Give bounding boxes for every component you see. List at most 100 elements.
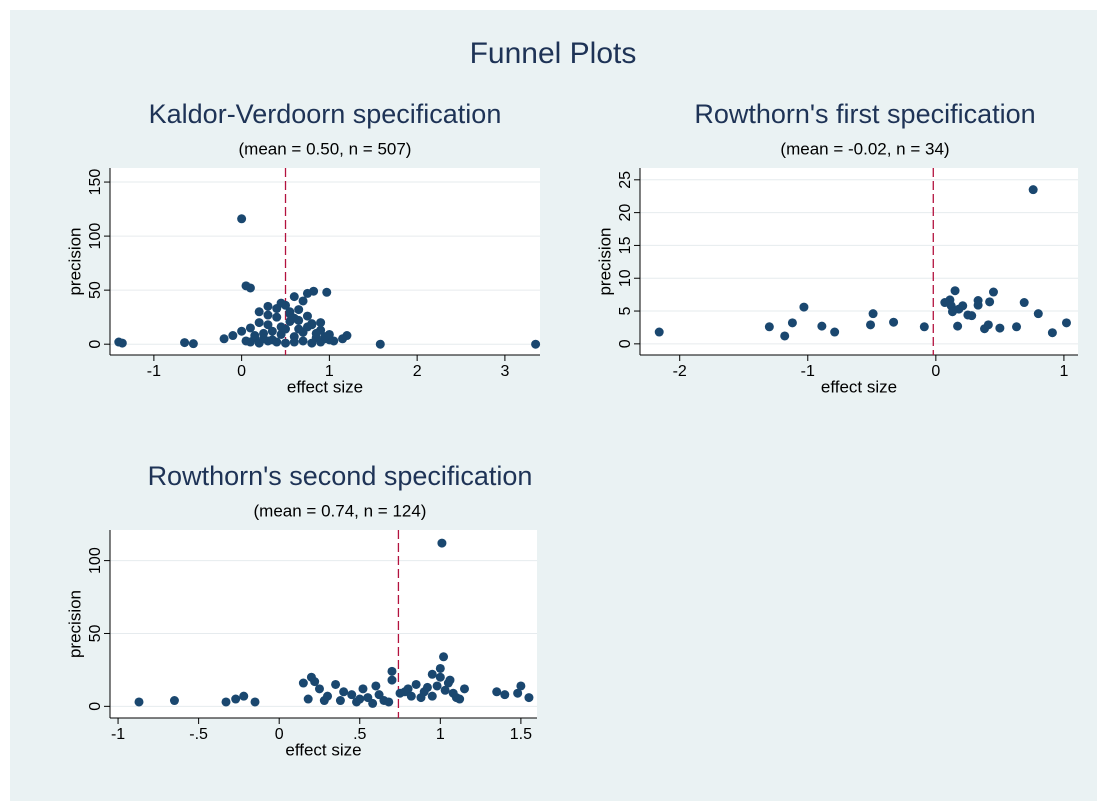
y-tick-label: 50 bbox=[87, 281, 104, 299]
point bbox=[276, 298, 286, 308]
point bbox=[371, 681, 381, 691]
point bbox=[985, 297, 995, 307]
point bbox=[1019, 298, 1029, 308]
point bbox=[411, 679, 421, 689]
point bbox=[245, 323, 255, 333]
point bbox=[272, 312, 282, 322]
point bbox=[427, 669, 437, 679]
point bbox=[169, 696, 179, 706]
x-tick-label: 1.5 bbox=[510, 726, 532, 743]
point bbox=[134, 697, 144, 707]
point bbox=[1061, 318, 1071, 328]
point bbox=[245, 337, 255, 347]
point bbox=[298, 678, 308, 688]
point bbox=[294, 305, 304, 315]
point bbox=[500, 690, 510, 700]
point bbox=[237, 214, 247, 224]
point bbox=[422, 682, 432, 692]
point bbox=[524, 693, 534, 703]
x-tick-label: 0 bbox=[237, 363, 246, 380]
point bbox=[319, 696, 329, 706]
point bbox=[309, 286, 319, 296]
point bbox=[973, 300, 983, 310]
y-tick-label: 150 bbox=[87, 169, 104, 196]
y-tick-label: 0 bbox=[87, 340, 104, 349]
point bbox=[374, 690, 384, 700]
point bbox=[298, 296, 308, 306]
point bbox=[889, 317, 899, 327]
y-tick-label: 20 bbox=[617, 204, 634, 222]
point bbox=[237, 326, 247, 336]
point bbox=[289, 292, 299, 302]
point bbox=[320, 332, 330, 342]
point bbox=[307, 320, 317, 330]
point bbox=[950, 286, 960, 296]
point bbox=[180, 338, 190, 348]
point bbox=[387, 666, 397, 676]
point bbox=[1033, 309, 1043, 319]
point bbox=[406, 691, 416, 701]
y-tick-label: 15 bbox=[617, 236, 634, 254]
point bbox=[298, 336, 308, 346]
y-tick-label: 0 bbox=[617, 339, 634, 348]
point bbox=[799, 302, 809, 312]
point bbox=[439, 652, 449, 662]
point bbox=[368, 698, 378, 708]
point bbox=[492, 687, 502, 697]
point bbox=[259, 334, 269, 344]
x-tick-label: -2 bbox=[673, 363, 687, 380]
point bbox=[435, 663, 445, 673]
point bbox=[231, 694, 241, 704]
y-tick-label: 100 bbox=[87, 547, 104, 574]
chart-title: Kaldor-Verdoorn specification bbox=[149, 99, 502, 129]
point bbox=[817, 321, 827, 331]
chart-title: Rowthorn's second specification bbox=[148, 461, 533, 491]
point bbox=[254, 307, 264, 317]
x-tick-label: 0 bbox=[931, 363, 940, 380]
x-tick-label: -1 bbox=[111, 726, 125, 743]
point bbox=[654, 327, 664, 337]
point bbox=[988, 287, 998, 297]
y-tick-label: 0 bbox=[87, 702, 104, 711]
point bbox=[117, 338, 127, 348]
y-axis-label: precision bbox=[595, 227, 614, 295]
point bbox=[830, 327, 840, 337]
chart-subtitle: (mean = 0.74, n = 124) bbox=[254, 501, 427, 520]
point bbox=[245, 283, 255, 293]
y-axis-label: precision bbox=[65, 227, 84, 295]
point bbox=[322, 287, 332, 297]
point bbox=[263, 310, 273, 320]
point bbox=[303, 694, 313, 704]
point bbox=[281, 338, 291, 348]
point bbox=[272, 337, 282, 347]
point bbox=[400, 687, 410, 697]
point bbox=[311, 328, 321, 338]
y-tick-label: 100 bbox=[87, 223, 104, 250]
point bbox=[868, 309, 878, 319]
x-axis-label: effect size bbox=[821, 377, 897, 396]
point bbox=[448, 688, 458, 698]
x-tick-label: 1 bbox=[325, 363, 334, 380]
point bbox=[516, 681, 526, 691]
point bbox=[1047, 328, 1057, 338]
point bbox=[276, 322, 286, 332]
point bbox=[1028, 185, 1038, 195]
point bbox=[352, 697, 362, 707]
point bbox=[250, 331, 260, 341]
point bbox=[347, 690, 357, 700]
chart-subtitle: (mean = 0.50, n = 507) bbox=[239, 139, 412, 158]
point bbox=[995, 323, 1005, 333]
point bbox=[866, 320, 876, 330]
point bbox=[267, 326, 277, 336]
y-tick-label: 25 bbox=[617, 171, 634, 189]
point bbox=[387, 675, 397, 685]
point bbox=[432, 681, 442, 691]
point bbox=[940, 298, 950, 308]
x-tick-label: 0 bbox=[275, 726, 284, 743]
x-tick-label: -1 bbox=[147, 363, 161, 380]
x-tick-label: 1 bbox=[1059, 363, 1068, 380]
chart-title: Rowthorn's first specification bbox=[694, 99, 1035, 129]
y-tick-label: 5 bbox=[617, 306, 634, 315]
point bbox=[307, 338, 317, 348]
